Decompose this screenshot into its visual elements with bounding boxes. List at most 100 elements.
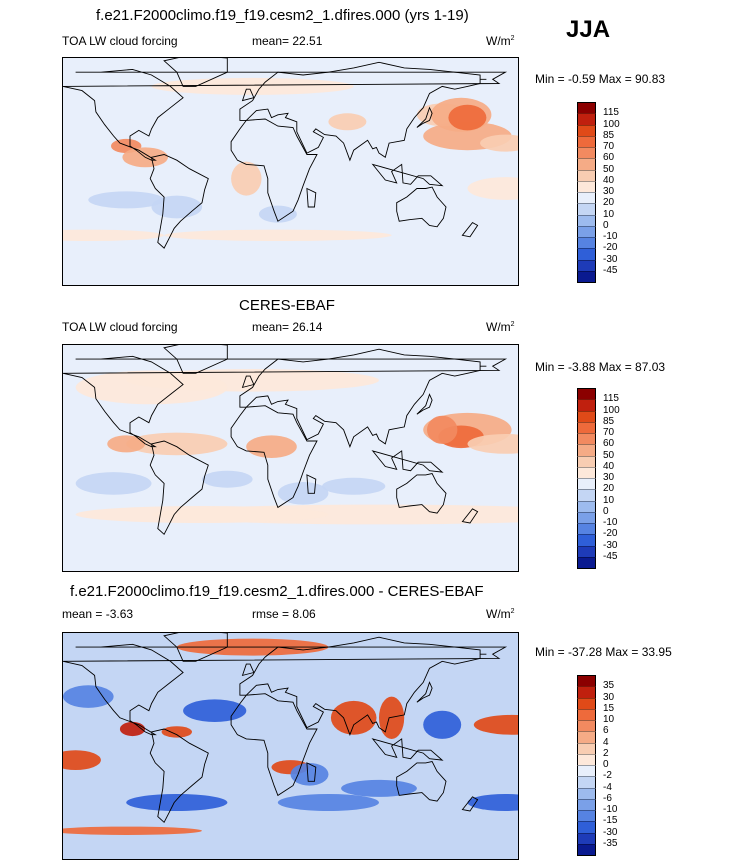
coastline <box>230 405 318 509</box>
coastline <box>461 796 479 812</box>
panel3-mean-label: mean = -3.63 <box>62 607 134 621</box>
colorbar-box <box>577 708 596 721</box>
colorbar-tick-label: 40 <box>603 460 615 472</box>
coastline <box>230 693 318 797</box>
colorbar-tick-label: 6 <box>603 725 609 737</box>
coastline <box>396 186 447 228</box>
map-field-blob <box>75 506 329 523</box>
coastline <box>149 728 209 824</box>
coastline <box>239 348 481 448</box>
panel1-mean-label: mean= 22.51 <box>252 34 323 48</box>
map-field-blob <box>473 714 518 735</box>
coastline <box>371 738 444 761</box>
colorbar-tick-label: 50 <box>603 449 615 461</box>
panel2-map-svg <box>63 345 518 571</box>
colorbar-tick-label: 30 <box>603 691 615 703</box>
coastline <box>371 163 444 187</box>
coastline <box>306 187 317 208</box>
panel2-unit-label: W/m2 <box>486 320 515 334</box>
coastline <box>416 106 433 128</box>
coastline <box>63 643 508 736</box>
colorbar-box <box>577 742 596 755</box>
map-field-blob <box>63 229 165 241</box>
colorbar-tick-label: 100 <box>603 404 620 416</box>
map-field-blob <box>379 696 405 739</box>
colorbar-tick-label: -20 <box>603 528 618 540</box>
map-field-blob <box>126 432 228 456</box>
panel3-minmax-label: Min = -37.28 Max = 33.95 <box>535 645 672 659</box>
colorbar-box <box>577 675 596 687</box>
colorbar-box <box>577 686 596 698</box>
panel1-colorbar: 115 100 85 70 60 50 40 30 20 10 0 -10 -20 -30 -45 <box>577 102 620 283</box>
map-field-blob <box>467 177 518 200</box>
panel3-unit-label: W/m2 <box>486 607 515 621</box>
coastline <box>396 760 447 802</box>
panel3-map-svg <box>63 633 518 859</box>
panel1-unit-label: W/m2 <box>486 34 515 48</box>
colorbar-tick-label: -45 <box>603 264 618 276</box>
colorbar-tick-label: 15 <box>603 702 615 714</box>
panel2-minmax-label: Min = -3.88 Max = 87.03 <box>535 360 666 374</box>
coastline <box>461 222 479 238</box>
colorbar-tick-label: 30 <box>603 186 615 197</box>
map-field-blob <box>467 434 518 454</box>
colorbar-tick-label: 0 <box>603 505 609 517</box>
colorbar-box <box>577 147 596 159</box>
colorbar-box <box>577 270 596 283</box>
colorbar-box <box>577 765 596 777</box>
colorbar-tick-label: 85 <box>603 129 615 141</box>
map-field-blob <box>75 472 152 495</box>
coastline <box>63 355 508 448</box>
map-field-blob <box>322 477 386 495</box>
colorbar-tick-label: 0 <box>603 759 609 770</box>
colorbar-box <box>577 399 596 411</box>
colorbar-box <box>577 169 596 182</box>
coastline <box>416 681 433 703</box>
colorbar-tick-label: -15 <box>603 815 618 827</box>
colorbar-box <box>577 731 596 743</box>
map-field-blob <box>277 482 329 505</box>
map-background <box>63 58 518 285</box>
panel2-colorbar: 115 100 85 70 60 50 40 30 20 10 0 -10 -20 -30 -45 <box>577 388 620 569</box>
map-field-blob <box>341 779 417 797</box>
colorbar-tick-label: -6 <box>603 792 612 804</box>
colorbar-box <box>577 500 596 513</box>
colorbar-tick-label: 0 <box>603 219 609 231</box>
colorbar-box <box>577 388 596 400</box>
map-field-blob <box>75 370 228 405</box>
map-field-blob <box>277 794 379 811</box>
panel3-title: f.e21.F2000climo.f19_f19.cesm2_1.dfires.… <box>70 583 484 600</box>
map-field-blob <box>164 229 392 241</box>
map-field-blob <box>427 415 458 444</box>
panel3-map <box>62 632 519 860</box>
colorbar-tick-label: 30 <box>603 472 615 483</box>
colorbar-tick-label: 60 <box>603 438 615 450</box>
colorbar-tick-label: -35 <box>603 837 618 849</box>
colorbar-box <box>577 534 596 546</box>
colorbar-tick-label: 100 <box>603 118 620 130</box>
colorbar-box <box>577 821 596 833</box>
map-field-blob <box>151 77 354 95</box>
map-field-blob <box>258 205 297 223</box>
colorbar-tick-label: -30 <box>603 539 618 551</box>
colorbar-tick-label: 35 <box>603 680 615 692</box>
colorbar-tick-label: 115 <box>603 107 619 119</box>
map-field-blob <box>231 161 262 196</box>
colorbar-tick-label: -2 <box>603 770 612 782</box>
panel2-map <box>62 344 519 572</box>
map-background <box>63 633 518 859</box>
colorbar-box <box>577 124 596 137</box>
coastline <box>241 663 255 677</box>
colorbar-box <box>577 203 596 215</box>
panel1-map <box>62 57 519 286</box>
coastline <box>371 450 444 473</box>
coastline <box>461 508 479 524</box>
map-field-blob <box>63 826 202 835</box>
colorbar-box <box>577 113 596 125</box>
colorbar-box <box>577 466 596 479</box>
colorbar-tick-label: -10 <box>603 804 618 815</box>
colorbar-box <box>577 444 596 456</box>
colorbar-tick-label: 115 <box>603 393 619 405</box>
colorbar-tick-label: 10 <box>603 494 615 506</box>
map-field-blob <box>63 750 101 770</box>
